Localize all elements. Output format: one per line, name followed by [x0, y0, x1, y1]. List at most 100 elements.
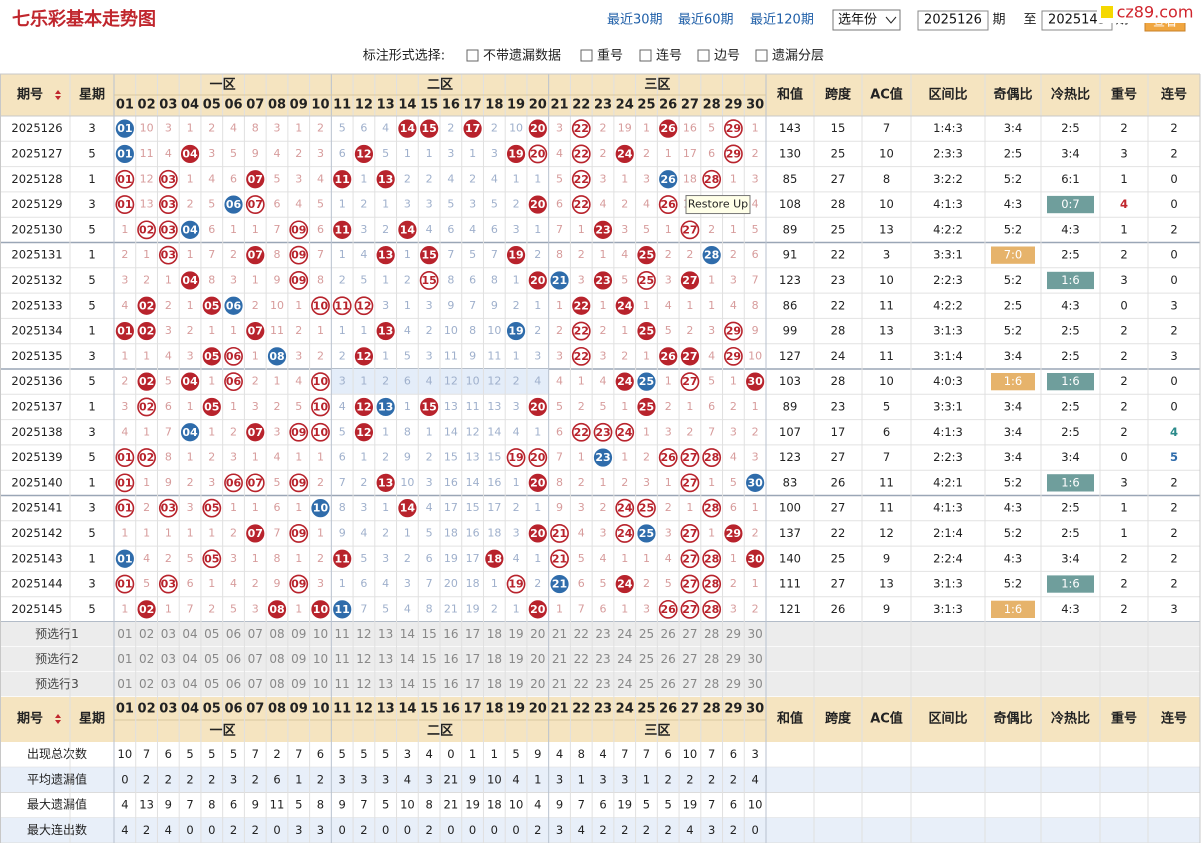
preselect-number[interactable]: 19: [508, 677, 523, 691]
preselect-number[interactable]: 04: [182, 627, 197, 641]
range-link[interactable]: 最近60期: [678, 13, 734, 28]
preselect-number[interactable]: 28: [704, 677, 719, 691]
preselect-number[interactable]: 27: [682, 627, 697, 641]
checkbox[interactable]: [580, 49, 593, 62]
preselect-number[interactable]: 09: [291, 677, 306, 691]
preselect-number[interactable]: 08: [269, 627, 284, 641]
checkbox-label[interactable]: 遗漏分层: [772, 48, 824, 64]
preselect-number[interactable]: 14: [400, 627, 415, 641]
preselect-number[interactable]: 27: [682, 677, 697, 691]
preselect-number[interactable]: 16: [443, 652, 458, 666]
preselect-number[interactable]: 21: [552, 677, 567, 691]
preselect-number[interactable]: 11: [335, 627, 350, 641]
preselect-number[interactable]: 18: [487, 627, 502, 641]
preselect-number[interactable]: 11: [335, 677, 350, 691]
preselect-number[interactable]: 07: [248, 677, 263, 691]
preselect-number[interactable]: 29: [726, 652, 741, 666]
checkbox[interactable]: [639, 49, 652, 62]
preselect-number[interactable]: 01: [117, 652, 132, 666]
preselect-number[interactable]: 27: [682, 652, 697, 666]
preselect-number[interactable]: 20: [530, 652, 545, 666]
preselect-number[interactable]: 05: [204, 652, 219, 666]
preselect-number[interactable]: 01: [117, 677, 132, 691]
preselect-number[interactable]: 04: [182, 652, 197, 666]
checkbox-label[interactable]: 边号: [714, 49, 740, 64]
preselect-number[interactable]: 17: [465, 627, 480, 641]
preselect-number[interactable]: 16: [443, 627, 458, 641]
preselect-number[interactable]: 06: [226, 677, 241, 691]
preselect-number[interactable]: 13: [378, 677, 393, 691]
preselect-number[interactable]: 02: [139, 677, 154, 691]
preselect-number[interactable]: 17: [465, 677, 480, 691]
preselect-number[interactable]: 23: [595, 652, 610, 666]
preselect-number[interactable]: 30: [747, 652, 762, 666]
range-link[interactable]: 最近120期: [750, 13, 814, 28]
year-select[interactable]: [832, 9, 901, 31]
checkbox-label[interactable]: 连号: [656, 48, 682, 64]
preselect-number[interactable]: 12: [356, 627, 371, 641]
preselect-number[interactable]: 22: [574, 652, 589, 666]
preselect-number[interactable]: 17: [465, 652, 480, 666]
preselect-number[interactable]: 02: [139, 627, 154, 641]
preselect-number[interactable]: 15: [421, 677, 436, 691]
preselect-number[interactable]: 21: [552, 652, 567, 666]
preselect-number[interactable]: 29: [726, 677, 741, 691]
preselect-number[interactable]: 24: [617, 627, 632, 641]
preselect-number[interactable]: 24: [617, 652, 632, 666]
preselect-number[interactable]: 28: [704, 627, 719, 641]
preselect-number[interactable]: 15: [421, 627, 436, 641]
to-input-text[interactable]: 2025145: [1048, 13, 1106, 28]
preselect-number[interactable]: 08: [269, 677, 284, 691]
preselect-number[interactable]: 07: [248, 652, 263, 666]
preselect-number[interactable]: 22: [574, 627, 589, 641]
range-link[interactable]: 最近30期: [607, 13, 663, 28]
preselect-number[interactable]: 18: [487, 677, 502, 691]
preselect-number[interactable]: 16: [443, 677, 458, 691]
preselect-number[interactable]: 06: [226, 652, 241, 666]
preselect-number[interactable]: 21: [552, 627, 567, 641]
preselect-number[interactable]: 08: [269, 652, 284, 666]
preselect-number[interactable]: 05: [204, 677, 219, 691]
preselect-number[interactable]: 30: [747, 677, 762, 691]
preselect-number[interactable]: 02: [139, 652, 154, 666]
preselect-number[interactable]: 12: [356, 677, 371, 691]
preselect-number[interactable]: 09: [291, 652, 306, 666]
checkbox-label[interactable]: 不带遗漏数据: [483, 48, 561, 64]
preselect-number[interactable]: 05: [204, 627, 219, 641]
preselect-number[interactable]: 25: [639, 627, 654, 641]
preselect-number[interactable]: 13: [378, 652, 393, 666]
preselect-number[interactable]: 18: [487, 652, 502, 666]
preselect-number[interactable]: 28: [704, 652, 719, 666]
checkbox-label[interactable]: 重号: [597, 48, 623, 64]
preselect-number[interactable]: 19: [508, 627, 523, 641]
from-input[interactable]: [917, 10, 989, 31]
preselect-number[interactable]: 06: [226, 627, 241, 641]
checkbox[interactable]: [755, 49, 768, 62]
preselect-number[interactable]: 01: [117, 627, 132, 641]
preselect-number[interactable]: 12: [356, 652, 371, 666]
checkbox[interactable]: [697, 49, 710, 62]
preselect-number[interactable]: 26: [661, 627, 676, 641]
preselect-number[interactable]: 03: [161, 652, 176, 666]
preselect-number[interactable]: 19: [508, 652, 523, 666]
preselect-number[interactable]: 14: [400, 652, 415, 666]
preselect-number[interactable]: 10: [313, 652, 328, 666]
preselect-number[interactable]: 23: [595, 677, 610, 691]
preselect-number[interactable]: 23: [595, 627, 610, 641]
preselect-number[interactable]: 09: [291, 627, 306, 641]
preselect-number[interactable]: 10: [313, 627, 328, 641]
year-select-text[interactable]: 选年份: [838, 13, 877, 28]
preselect-number[interactable]: 25: [639, 652, 654, 666]
preselect-number[interactable]: 26: [661, 677, 676, 691]
preselect-number[interactable]: 10: [313, 677, 328, 691]
preselect-number[interactable]: 14: [400, 677, 415, 691]
preselect-number[interactable]: 24: [617, 677, 632, 691]
preselect-number[interactable]: 20: [530, 627, 545, 641]
preselect-number[interactable]: 13: [378, 627, 393, 641]
preselect-number[interactable]: 22: [574, 677, 589, 691]
preselect-number[interactable]: 11: [335, 652, 350, 666]
preselect-number[interactable]: 03: [161, 627, 176, 641]
preselect-number[interactable]: 15: [421, 652, 436, 666]
preselect-number[interactable]: 30: [747, 627, 762, 641]
preselect-number[interactable]: 25: [639, 677, 654, 691]
